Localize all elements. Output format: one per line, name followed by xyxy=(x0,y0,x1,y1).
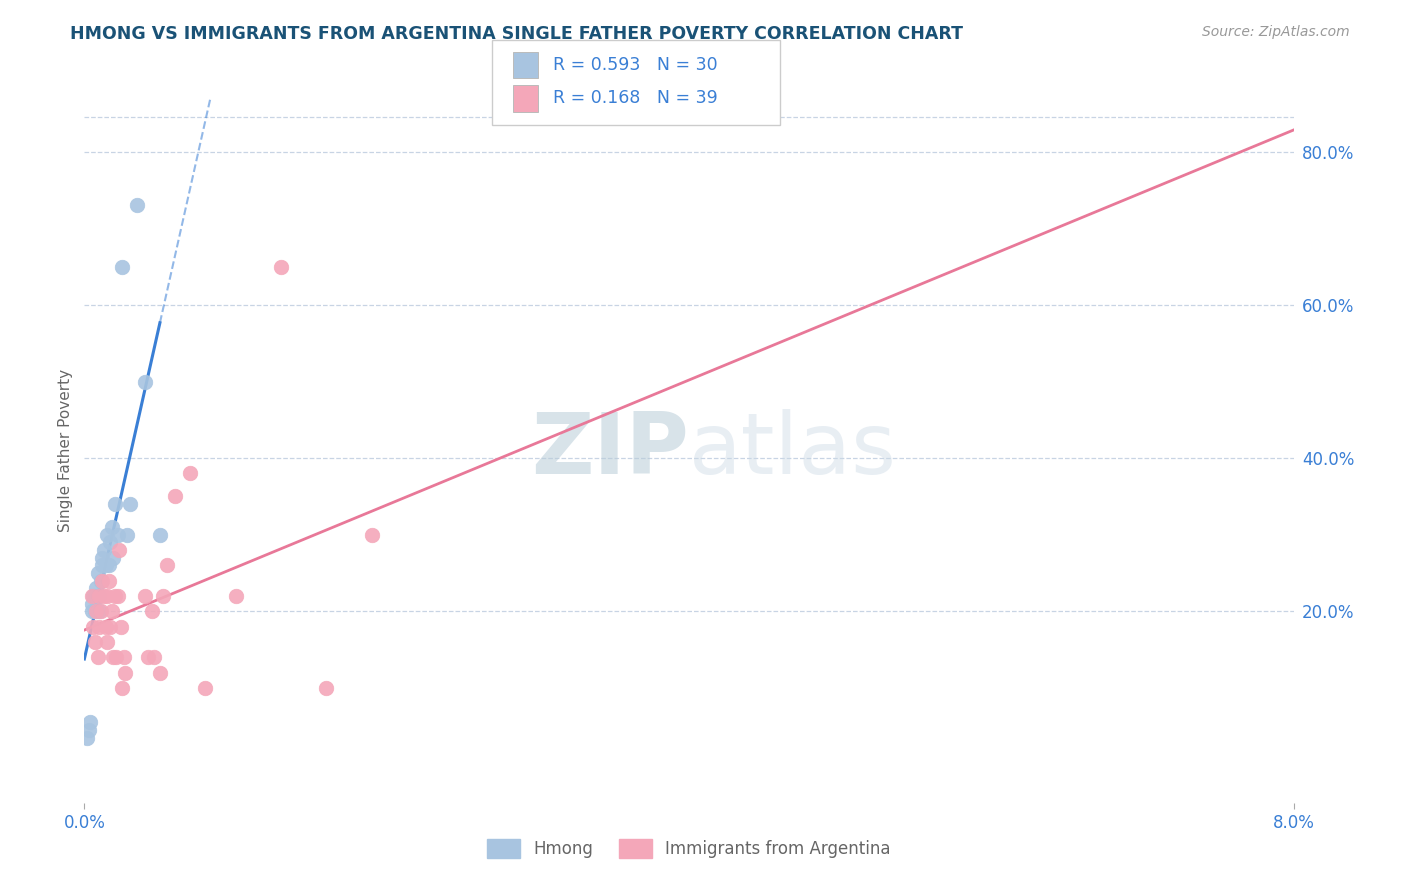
Point xyxy=(94,619,117,633)
Point xyxy=(80,597,103,611)
Point xyxy=(97,558,120,573)
Point xyxy=(104,497,127,511)
Point xyxy=(91,558,114,573)
Point xyxy=(89,589,111,603)
Point xyxy=(101,550,124,565)
Point xyxy=(76,731,98,745)
Point xyxy=(82,589,104,603)
Point xyxy=(89,619,111,633)
Point xyxy=(225,589,247,603)
Point xyxy=(93,589,115,603)
Point xyxy=(165,490,187,504)
Legend: Hmong, Immigrants from Argentina: Hmong, Immigrants from Argentina xyxy=(481,832,897,865)
Point xyxy=(104,589,127,603)
Point xyxy=(134,375,156,389)
Point xyxy=(142,650,165,665)
Y-axis label: Single Father Poverty: Single Father Poverty xyxy=(58,369,73,532)
Point xyxy=(105,650,128,665)
Point xyxy=(80,589,103,603)
Point xyxy=(270,260,292,274)
Point xyxy=(110,619,132,633)
Point xyxy=(93,543,115,558)
Text: atlas: atlas xyxy=(689,409,897,492)
Point xyxy=(156,558,179,573)
Point xyxy=(82,619,104,633)
Point xyxy=(194,681,217,695)
Point xyxy=(100,604,122,618)
Point xyxy=(89,589,111,603)
Point xyxy=(108,543,131,558)
Point xyxy=(149,665,172,680)
Point xyxy=(98,619,121,633)
Point xyxy=(84,604,107,618)
Point xyxy=(98,535,121,549)
Point xyxy=(96,635,118,649)
Text: R = 0.168   N = 39: R = 0.168 N = 39 xyxy=(553,89,717,107)
Point xyxy=(90,604,112,618)
Point xyxy=(152,589,174,603)
Point xyxy=(97,574,120,588)
Point xyxy=(111,681,134,695)
Point xyxy=(87,650,110,665)
Point xyxy=(127,198,149,212)
Point xyxy=(91,574,114,588)
Text: HMONG VS IMMIGRANTS FROM ARGENTINA SINGLE FATHER POVERTY CORRELATION CHART: HMONG VS IMMIGRANTS FROM ARGENTINA SINGL… xyxy=(70,25,963,43)
Point xyxy=(86,582,108,596)
Point xyxy=(107,589,129,603)
Point xyxy=(80,604,103,618)
Point xyxy=(141,604,163,618)
Point xyxy=(79,715,101,730)
Point xyxy=(77,723,100,737)
Point xyxy=(96,589,118,603)
Point xyxy=(115,527,138,541)
Point xyxy=(149,527,172,541)
Point xyxy=(87,566,110,580)
Point xyxy=(118,497,141,511)
Point xyxy=(134,589,156,603)
Point xyxy=(101,650,124,665)
Point xyxy=(86,604,108,618)
Point xyxy=(94,558,117,573)
Point xyxy=(136,650,159,665)
Text: ZIP: ZIP xyxy=(531,409,689,492)
Point xyxy=(114,665,136,680)
Point xyxy=(89,604,111,618)
Point xyxy=(360,527,382,541)
Point xyxy=(90,574,112,588)
Point xyxy=(84,635,107,649)
Point xyxy=(84,589,107,603)
Point xyxy=(315,681,337,695)
Text: Source: ZipAtlas.com: Source: ZipAtlas.com xyxy=(1202,25,1350,39)
Text: R = 0.593   N = 30: R = 0.593 N = 30 xyxy=(553,56,717,74)
Point xyxy=(112,650,135,665)
Point xyxy=(107,527,129,541)
Point xyxy=(100,520,122,534)
Point xyxy=(111,260,134,274)
Point xyxy=(96,527,118,541)
Point xyxy=(91,550,114,565)
Point xyxy=(179,467,201,481)
